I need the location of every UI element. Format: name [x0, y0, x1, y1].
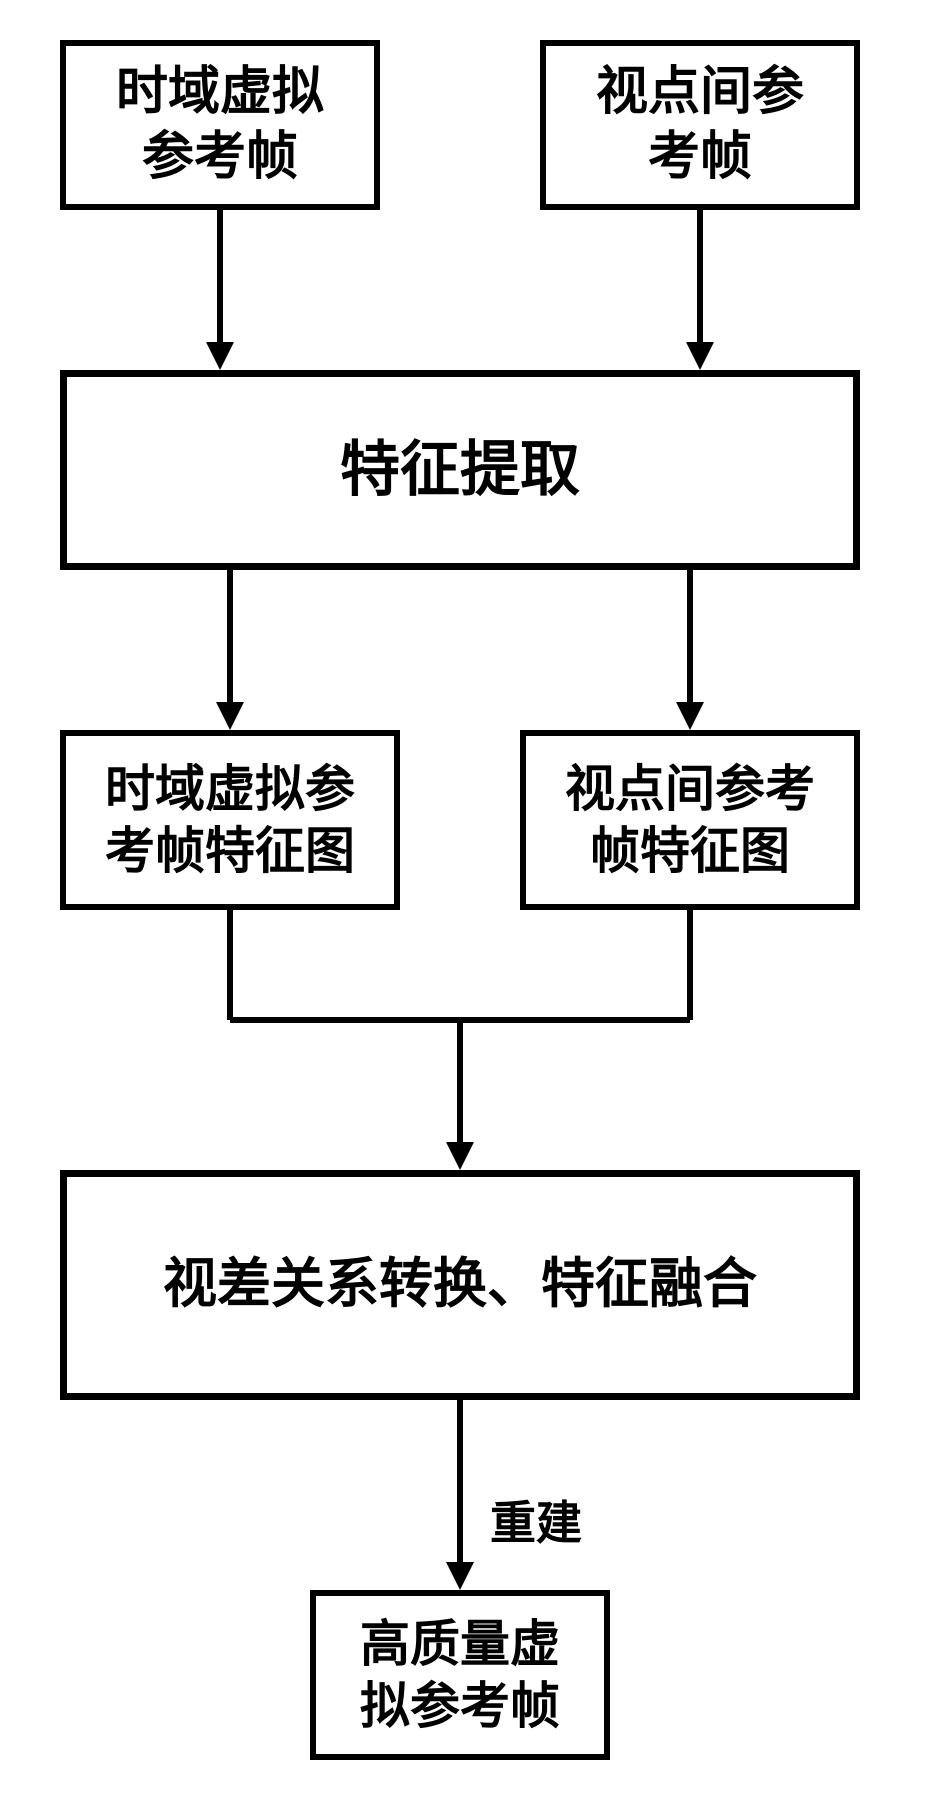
node-temporal-feature-map: 时域虚拟参考帧特征图 — [60, 730, 400, 910]
node-label: 视点间参考帧特征图 — [565, 758, 815, 883]
flowchart-canvas: 时域虚拟参考帧 视点间参考帧 特征提取 时域虚拟参考帧特征图 视点间参考帧特征图… — [0, 0, 932, 1802]
node-label: 视点间参考帧 — [596, 60, 804, 190]
node-label: 时域虚拟参考帧特征图 — [105, 758, 355, 883]
node-label: 时域虚拟参考帧 — [116, 60, 324, 190]
node-interview-feature-map: 视点间参考帧特征图 — [520, 730, 860, 910]
node-label: 视差关系转换、特征融合 — [163, 1251, 757, 1319]
node-feature-extraction: 特征提取 — [60, 370, 860, 570]
edge-label-reconstruct: 重建 — [490, 1487, 582, 1553]
node-label: 特征提取 — [340, 433, 580, 508]
node-temporal-virtual-ref-frame: 时域虚拟参考帧 — [60, 40, 380, 210]
node-disparity-fusion: 视差关系转换、特征融合 — [60, 1170, 860, 1400]
node-interview-ref-frame: 视点间参考帧 — [540, 40, 860, 210]
node-high-quality-virtual-ref: 高质量虚拟参考帧 — [310, 1590, 610, 1760]
node-label: 高质量虚拟参考帧 — [360, 1613, 560, 1738]
